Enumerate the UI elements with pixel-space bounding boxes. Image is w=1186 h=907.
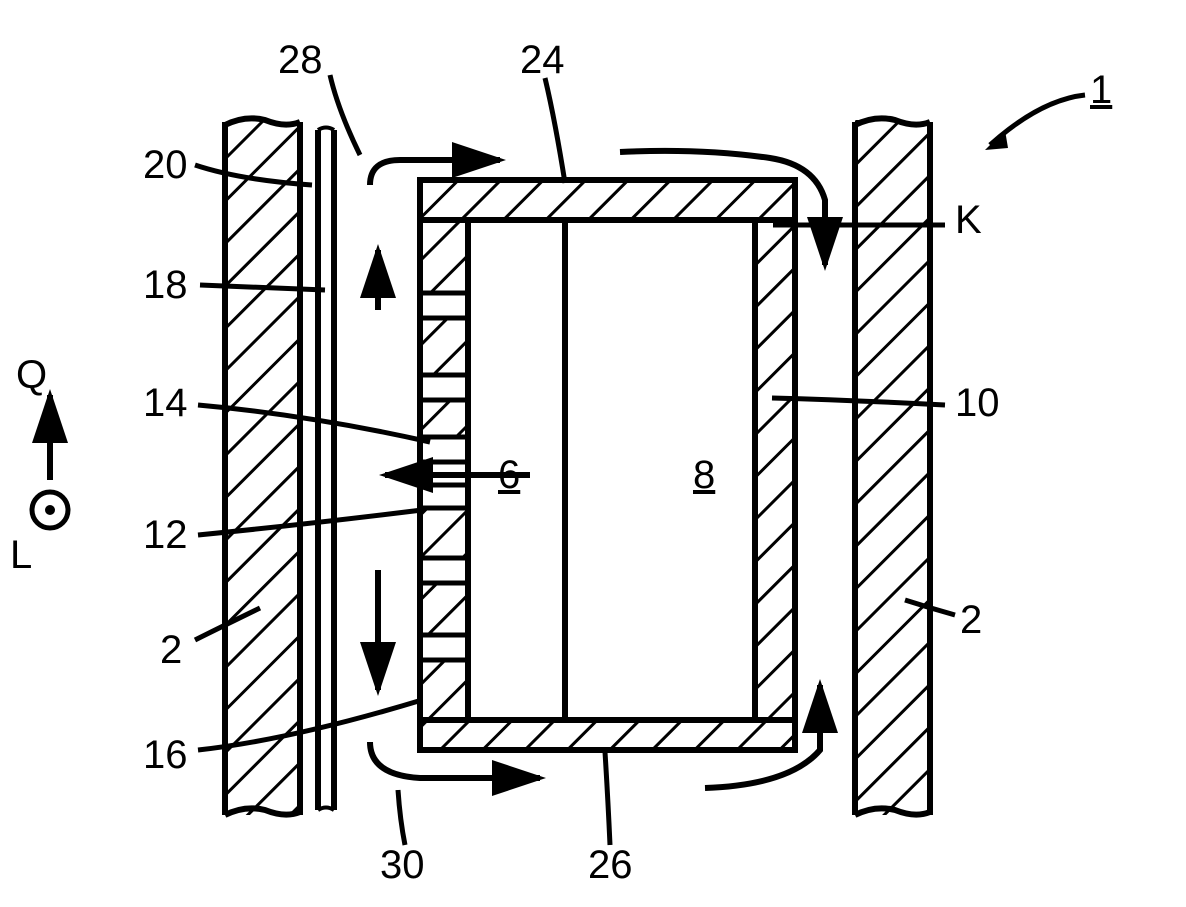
label-1: 1	[1090, 70, 1112, 110]
label-18: 18	[143, 265, 188, 305]
diagram-container: 1 28 24 K 20 18 14 10 12 2 2 16 30 26 6 …	[0, 0, 1186, 907]
label-16: 16	[143, 735, 188, 775]
label-10: 10	[955, 383, 1000, 423]
label-L: L	[10, 535, 32, 575]
label-14: 14	[143, 383, 188, 423]
label-30: 30	[380, 845, 425, 885]
label-8: 8	[693, 455, 715, 495]
label-2-left: 2	[160, 630, 182, 670]
label-Q: Q	[16, 355, 47, 395]
label-24: 24	[520, 40, 565, 80]
label-26: 26	[588, 845, 633, 885]
label-12: 12	[143, 515, 188, 555]
label-20: 20	[143, 145, 188, 185]
label-6: 6	[498, 455, 520, 495]
label-28: 28	[278, 40, 323, 80]
label-2-right: 2	[960, 600, 982, 640]
label-K: K	[955, 200, 982, 240]
